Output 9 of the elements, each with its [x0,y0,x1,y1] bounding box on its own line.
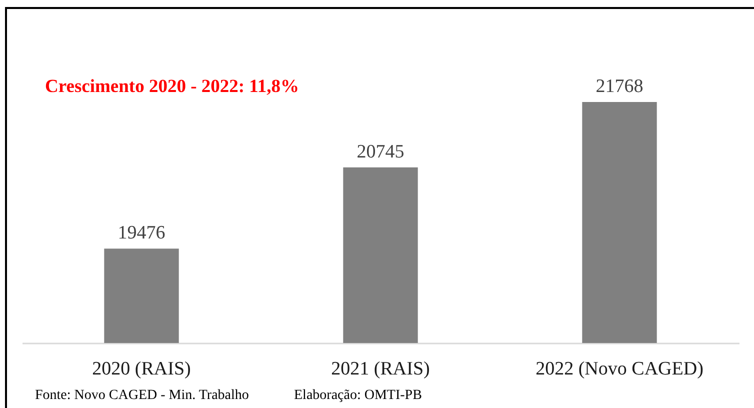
data-label: 21768 [596,76,644,97]
source-note: Fonte: Novo CAGED - Min. Trabalho [35,388,249,403]
x-tick-label: 2020 (RAIS) [92,358,191,380]
x-tick-label: 2021 (RAIS) [331,358,430,380]
data-label: 20745 [356,141,404,162]
text: Elaboração: OMTI-PB [294,388,422,403]
x-tick-label: 2022 (Novo CAGED) [536,358,704,380]
data-label: 19476 [118,222,166,244]
text: Crescimento 2020 - 2022: 11,8% [45,77,299,97]
